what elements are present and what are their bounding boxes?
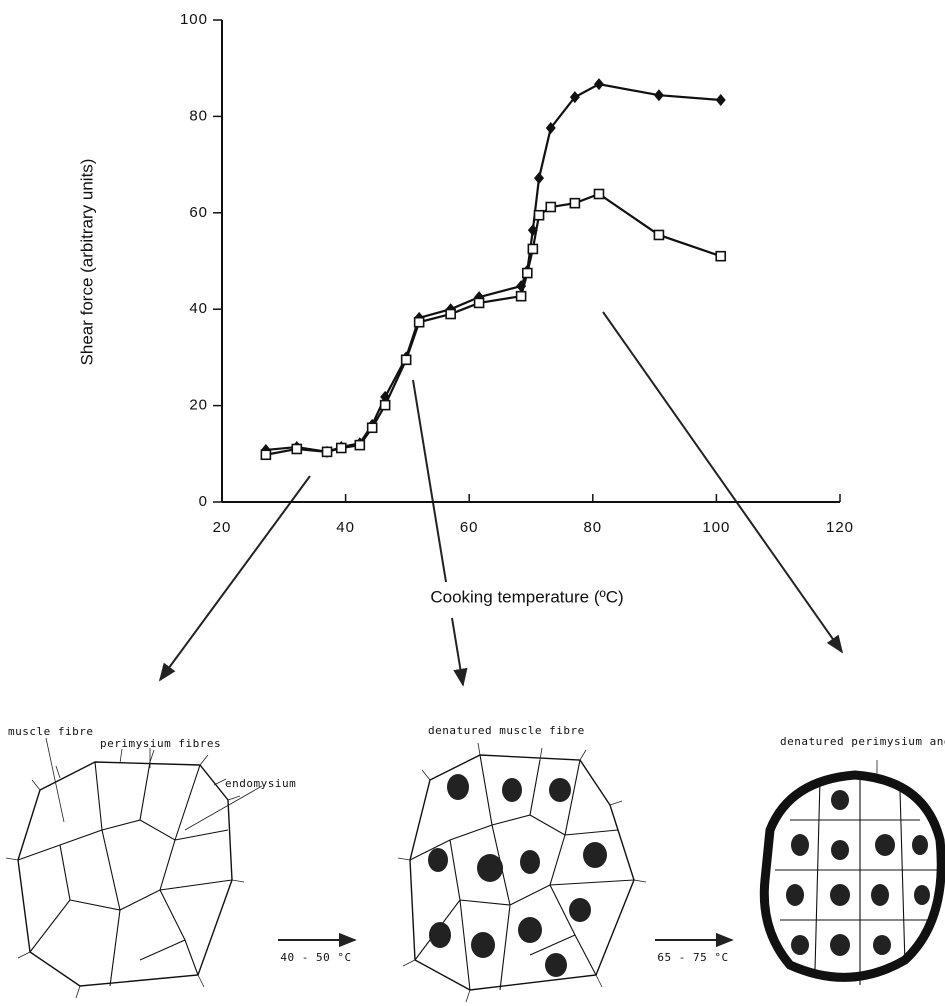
point (654, 89, 664, 101)
annotation: denatured perimysium and endomysium (780, 735, 945, 748)
annotation: endomysium (225, 777, 296, 790)
annotation: 40 - 50 °C (280, 951, 351, 964)
point (594, 190, 603, 199)
point (594, 78, 604, 90)
arrow (603, 312, 842, 652)
point (415, 318, 424, 327)
denatured-fibre-diagram (398, 743, 646, 1002)
y-tick-label: 40 (189, 300, 208, 317)
arrow (160, 476, 310, 680)
point (355, 441, 364, 450)
x-tick-label: 120 (826, 519, 854, 536)
annotation: muscle fibre (8, 725, 93, 738)
point (292, 444, 301, 453)
annotation: 65 - 75 °C (657, 951, 728, 964)
point (528, 244, 537, 253)
y-tick-label: 60 (189, 204, 208, 221)
point (261, 450, 270, 459)
x-axis-label: Cooking temperature (ºC) (430, 587, 623, 606)
y-axis-label: Shear force (arbitrary units) (77, 159, 96, 366)
point (381, 401, 390, 410)
point (368, 423, 377, 432)
y-tick-label: 100 (180, 11, 208, 28)
point (337, 444, 346, 453)
series-line (266, 84, 721, 452)
denatured-perimysium-diagram (764, 760, 941, 985)
point (535, 211, 544, 220)
x-tick-label: 100 (702, 519, 730, 536)
arrow (452, 618, 463, 685)
muscle-diagram (6, 738, 262, 998)
point (546, 203, 555, 212)
point (654, 230, 663, 239)
point (716, 94, 726, 106)
point (523, 269, 532, 278)
x-tick-label: 80 (583, 519, 602, 536)
x-tick-label: 60 (460, 519, 479, 536)
series-line (266, 194, 721, 455)
point (517, 292, 526, 301)
arrow (413, 380, 446, 582)
y-tick-label: 0 (199, 493, 208, 510)
point (323, 447, 332, 456)
x-tick-label: 40 (336, 519, 355, 536)
annotation: perimysium fibres (100, 737, 221, 750)
y-tick-label: 20 (189, 397, 208, 414)
point (534, 172, 544, 184)
point (570, 199, 579, 208)
point (475, 298, 484, 307)
y-tick-label: 80 (189, 107, 208, 124)
x-tick-label: 20 (213, 519, 232, 536)
annotation: denatured muscle fibre (428, 724, 585, 737)
point (446, 310, 455, 319)
figure: Shear force (arbitrary units) Cooking te… (0, 0, 945, 1006)
point (402, 355, 411, 364)
point (716, 252, 725, 261)
